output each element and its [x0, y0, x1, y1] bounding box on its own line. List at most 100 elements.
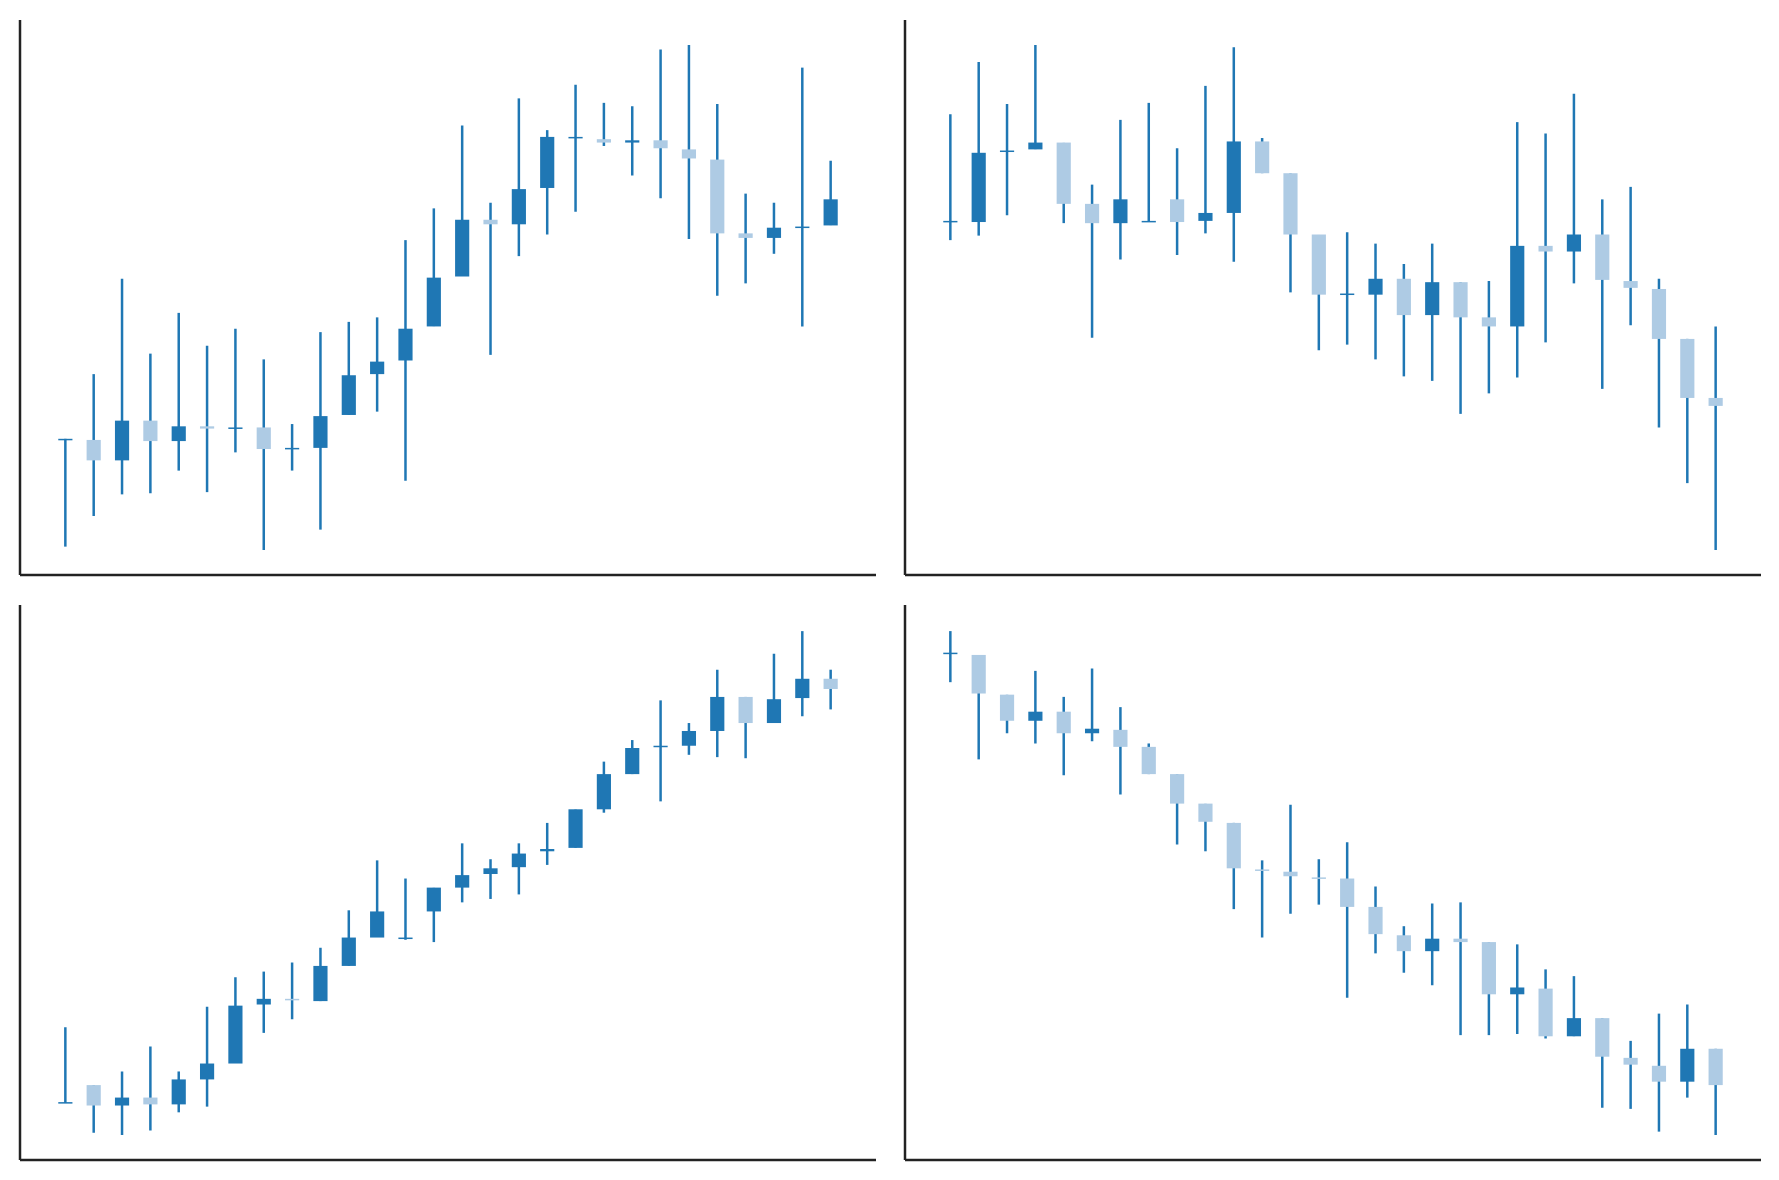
candle-body: [1453, 282, 1468, 318]
candle-body: [710, 696, 725, 731]
candle-body: [1623, 1057, 1638, 1065]
candle-body: [596, 139, 611, 143]
candle-body: [1283, 871, 1298, 877]
candle-body: [511, 189, 526, 225]
candle-body: [681, 149, 697, 159]
candle-body: [256, 998, 271, 1005]
candle-body: [1170, 199, 1185, 223]
candle-body: [1283, 173, 1298, 235]
candle-body: [455, 875, 470, 888]
candle-body: [86, 439, 101, 461]
candle-body: [999, 694, 1015, 721]
candle-body: [1368, 906, 1383, 935]
candle-body: [1056, 711, 1071, 734]
candle-body: [971, 152, 986, 223]
candle-body: [738, 696, 753, 724]
candle-body: [1481, 942, 1496, 995]
candle-body: [1226, 822, 1241, 869]
candle-body: [1651, 288, 1667, 339]
candle-body: [540, 136, 555, 188]
candle-body: [1113, 199, 1128, 224]
candle-body: [228, 1005, 243, 1064]
candle-body: [1255, 869, 1270, 871]
candle-body: [1198, 212, 1213, 221]
candle-body: [313, 965, 328, 1002]
candle-body: [971, 654, 986, 694]
candle-body: [653, 745, 668, 748]
candle-body: [511, 853, 526, 868]
candle-body: [313, 416, 328, 448]
candle-body: [199, 1063, 215, 1080]
candle-body: [285, 447, 300, 450]
candle-body: [199, 426, 215, 429]
candle-body: [455, 219, 470, 277]
candle-body: [1255, 141, 1270, 174]
candle-body: [1680, 1048, 1695, 1082]
candle-body: [143, 420, 158, 442]
candle-body: [766, 227, 782, 238]
candle-body: [1623, 281, 1638, 288]
candle-body: [1028, 711, 1043, 721]
candle-body: [1708, 1048, 1723, 1086]
candle-body: [1538, 245, 1553, 252]
candle-body: [1566, 234, 1582, 252]
candle-body: [1028, 142, 1043, 150]
candle-body: [1141, 746, 1156, 775]
candle-body: [483, 868, 498, 874]
candle-body: [285, 998, 300, 1001]
candle-body: [681, 730, 697, 746]
candle-body: [1340, 293, 1355, 296]
candle-body: [1680, 338, 1695, 398]
candle-body: [426, 887, 441, 912]
candle-body: [823, 678, 838, 689]
candle-body: [1198, 803, 1213, 822]
candle-body: [625, 140, 640, 143]
candle-body: [596, 774, 611, 810]
candle-body: [766, 699, 782, 724]
candle-body: [1141, 220, 1156, 223]
candle-body: [171, 426, 186, 442]
candle-body: [398, 328, 413, 361]
candle-body: [171, 1079, 186, 1105]
candle-body: [1510, 245, 1525, 327]
candle-body: [1340, 878, 1355, 907]
candle-body: [1396, 935, 1411, 952]
candle-body: [1538, 988, 1553, 1037]
candle-body: [1481, 317, 1496, 327]
candle-body: [1396, 278, 1411, 316]
candle-body: [568, 809, 583, 848]
candle-body: [114, 420, 130, 461]
candle-body: [1084, 728, 1100, 734]
candle-body: [86, 1085, 101, 1106]
candle-body: [943, 220, 958, 223]
candle-body: [1226, 141, 1241, 213]
candle-body: [1425, 938, 1440, 952]
candle-body: [341, 375, 356, 415]
candle-body: [1425, 282, 1440, 316]
candle-body: [653, 140, 668, 149]
candle-body: [625, 748, 640, 775]
candle-body: [1113, 729, 1128, 747]
candle-body: [483, 219, 498, 225]
candle-body: [1651, 1065, 1667, 1082]
candle-body: [370, 911, 385, 938]
candle-body: [256, 427, 271, 450]
candle-body: [943, 652, 958, 655]
candle-body: [1170, 774, 1185, 804]
candle-body: [58, 438, 73, 441]
candle-body: [143, 1097, 158, 1105]
candle-body: [1311, 234, 1326, 295]
candle-body: [1595, 234, 1610, 280]
candle-body: [341, 937, 356, 966]
candle-body: [795, 678, 810, 699]
candle-body: [710, 159, 725, 234]
candle-body: [1510, 987, 1525, 995]
candle-body: [795, 226, 810, 229]
candle-body: [568, 136, 583, 139]
candle-body: [540, 849, 555, 852]
candle-body: [114, 1097, 130, 1106]
candle-body: [1084, 203, 1100, 224]
candle-body: [1056, 142, 1071, 204]
candle-body: [1453, 938, 1468, 943]
